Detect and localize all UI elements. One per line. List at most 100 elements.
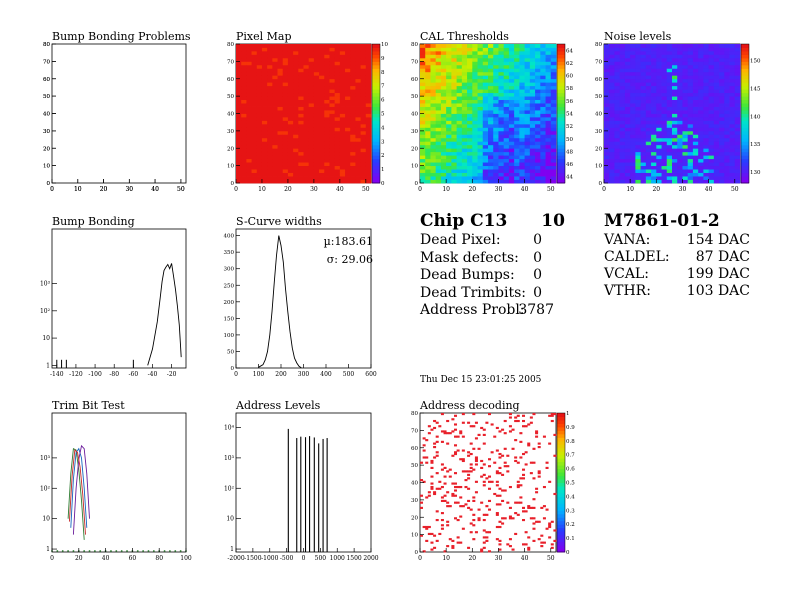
heatmap-cell: [319, 134, 325, 139]
x-tick-label: -2000: [227, 555, 244, 562]
baseline-marker: [93, 550, 96, 552]
heatmap-cell: [553, 413, 557, 416]
heatmap-cell: [666, 162, 673, 167]
y-tick-label: 70: [227, 59, 234, 65]
heatmap-cell: [319, 110, 325, 114]
heatmap-cell: [687, 169, 694, 173]
heatmap-cell: [435, 172, 442, 177]
heatmap-cell: [619, 85, 626, 90]
heatmap-cell: [666, 110, 673, 114]
heatmap-cell: [355, 68, 362, 73]
heatmap-cell: [672, 141, 678, 146]
heatmap-cell: [293, 99, 299, 104]
heatmap-cell: [527, 548, 531, 551]
heatmap-cell: [514, 172, 520, 177]
heatmap-cell: [524, 57, 531, 62]
heatmap-cell: [440, 165, 447, 170]
heatmap-cell: [433, 534, 437, 537]
heatmap-cell: [514, 459, 518, 463]
heatmap-cell: [477, 47, 484, 52]
heatmap-cell: [529, 416, 533, 419]
heatmap-cell: [246, 165, 252, 170]
heatmap-cell: [267, 78, 273, 83]
colorbar-swatch: [372, 176, 380, 181]
heatmap-cell: [467, 127, 473, 132]
heatmap-cell: [661, 169, 668, 173]
heatmap-cell: [540, 172, 546, 177]
heatmap-cell: [430, 158, 437, 163]
heatmap-cell: [435, 518, 439, 522]
heatmap-cell: [672, 120, 678, 125]
colorbar-swatch: [372, 71, 380, 76]
x-tick-label: 0: [50, 186, 54, 193]
heatmap-cell: [261, 141, 268, 146]
heatmap-cell: [604, 158, 610, 163]
heatmap-cell: [630, 57, 636, 62]
heatmap-cell: [508, 517, 512, 520]
x-tick-label: 0: [302, 555, 306, 562]
heatmap-cell: [420, 113, 426, 118]
heatmap-cell: [624, 113, 631, 118]
heatmap-cell: [729, 50, 736, 55]
y-tick-label: 60: [43, 77, 50, 83]
heatmap-cell: [692, 92, 699, 97]
heatmap-cell: [454, 451, 458, 454]
heatmap-cell: [604, 103, 610, 107]
heatmap-cell: [469, 470, 473, 473]
heatmap-cell: [635, 172, 642, 177]
x-tick-label: -140: [50, 371, 64, 378]
heatmap-cell: [319, 141, 325, 146]
colorbar-tick-label: 0.3: [566, 508, 575, 514]
heatmap-cell: [703, 176, 710, 180]
heatmap-cell: [713, 148, 720, 153]
heatmap-cell: [498, 539, 502, 542]
y-tick-label: 70: [411, 428, 418, 434]
heatmap-cell: [550, 123, 557, 128]
heatmap-cell: [467, 144, 473, 149]
heatmap-cell: [604, 82, 610, 87]
heatmap-cell: [645, 71, 652, 76]
heatmap-cell: [287, 99, 294, 104]
heatmap-cell: [360, 57, 367, 62]
heatmap-cell: [630, 106, 636, 111]
heatmap-cell: [535, 44, 541, 48]
heatmap-cell: [708, 148, 715, 153]
colorbar-swatch: [372, 165, 380, 170]
heatmap-cell: [614, 50, 621, 55]
heatmap-cell: [467, 179, 473, 184]
heatmap-cell: [514, 155, 520, 160]
heatmap-cell: [319, 106, 325, 111]
heatmap-cell: [666, 96, 673, 100]
heatmap-cell: [635, 106, 642, 111]
heatmap-cell: [508, 89, 515, 94]
colorbar-tick-label: 54: [566, 112, 573, 118]
heatmap-cell: [482, 47, 489, 52]
heatmap-cell: [282, 106, 289, 111]
heatmap-cell: [524, 172, 531, 177]
heatmap-cell: [645, 50, 652, 55]
heatmap-cell: [277, 127, 284, 132]
heatmap-cell: [350, 82, 356, 87]
heatmap-cell: [241, 50, 247, 55]
heatmap-cell: [467, 71, 473, 76]
heatmap-cell: [677, 113, 683, 118]
heatmap-cell: [614, 144, 621, 149]
heatmap-cell: [698, 176, 704, 180]
colorbar-tick-label: 140: [750, 114, 761, 120]
heatmap-cell: [329, 165, 336, 170]
heatmap-cell: [682, 130, 689, 135]
heatmap-cell: [440, 71, 447, 76]
heatmap-cell: [535, 151, 541, 156]
heatmap-cell: [495, 426, 499, 430]
heatmap-cell: [640, 165, 647, 170]
heatmap-cell: [308, 158, 315, 163]
colorbar-swatch: [557, 50, 565, 55]
heatmap-cell: [267, 92, 273, 97]
heatmap-cell: [474, 463, 478, 466]
heatmap-cell: [645, 144, 652, 149]
heatmap-cell: [461, 421, 465, 424]
heatmap-cell: [609, 47, 615, 52]
heatmap-cell: [619, 106, 626, 111]
heatmap-cell: [472, 64, 478, 69]
heatmap-cell: [459, 458, 463, 461]
